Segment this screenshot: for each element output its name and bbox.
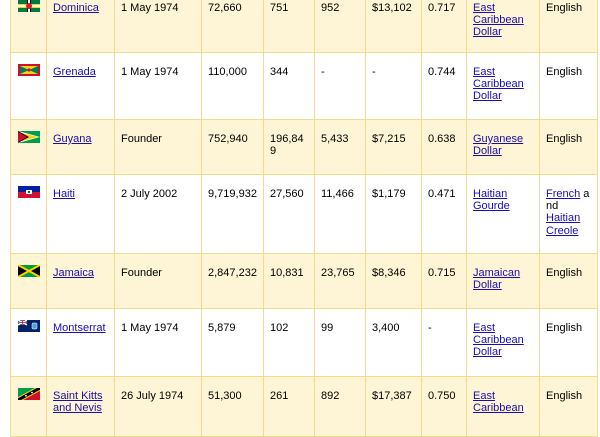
joined-cell: 1 May 1974 <box>114 0 202 53</box>
haiti-flag-icon <box>18 186 40 198</box>
language-link-haitian-creole[interactable]: Haitian Creole <box>546 212 581 237</box>
language-cell: French and Haitian Creole <box>539 174 598 254</box>
population-cell: 72,660 <box>201 0 264 53</box>
gdp-cell: 5,433 <box>314 119 366 175</box>
currency-link[interactable]: East Caribbean <box>473 390 524 415</box>
joined-cell: 26 July 1974 <box>114 376 202 437</box>
flag-cell <box>10 174 47 254</box>
currency-link[interactable]: East Caribbean Dollar <box>473 322 524 359</box>
gdp-cell: 23,765 <box>314 253 366 309</box>
table-row: Montserrat 1 May 1974 5,879 102 99 3,400… <box>10 308 598 377</box>
joined-cell: Founder <box>114 253 202 309</box>
gdp-cell: 99 <box>314 308 366 377</box>
country-link[interactable]: Jamaica <box>53 267 94 279</box>
saint-kitts-and-nevis-flag-icon <box>18 388 40 400</box>
hdi-cell: - <box>421 308 467 377</box>
gdp-per-capita-cell: $1,179 <box>365 174 422 254</box>
gdp-per-capita-cell: 3,400 <box>365 308 422 377</box>
population-cell: 2,847,232 <box>201 253 264 309</box>
table-row: Jamaica Founder 2,847,232 10,831 23,765 … <box>10 253 598 309</box>
language-cell: English <box>539 376 598 437</box>
joined-cell: Founder <box>114 119 202 175</box>
country-link[interactable]: Grenada <box>53 66 96 78</box>
area-cell: 102 <box>263 308 315 377</box>
language-cell: English <box>539 119 598 175</box>
gdp-cell: - <box>314 52 366 120</box>
joined-cell: 1 May 1974 <box>114 308 202 377</box>
guyana-flag-icon <box>18 131 40 143</box>
hdi-cell: 0.715 <box>421 253 467 309</box>
grenada-flag-icon <box>18 64 40 76</box>
table-row: Guyana Founder 752,940 196,849 5,433 $7,… <box>10 119 598 175</box>
country-link[interactable]: Dominica <box>53 2 99 14</box>
country-link[interactable]: Guyana <box>53 133 92 145</box>
language-cell: English <box>539 308 598 377</box>
gdp-per-capita-cell: $13,102 <box>365 0 422 53</box>
population-cell: 9,719,932 <box>201 174 264 254</box>
montserrat-flag-icon <box>18 320 40 332</box>
country-link[interactable]: Montserrat <box>53 322 106 334</box>
population-cell: 51,300 <box>201 376 264 437</box>
dominica-flag-icon <box>18 0 40 12</box>
jamaica-flag-icon <box>18 265 40 277</box>
area-cell: 27,560 <box>263 174 315 254</box>
table-row: Haiti 2 July 2002 9,719,932 27,560 11,46… <box>10 174 598 254</box>
member-states-table: Dominica 1 May 1974 72,660 751 952 $13,1… <box>10 0 598 437</box>
flag-cell <box>10 253 47 309</box>
currency-link[interactable]: Jamaican Dollar <box>473 267 521 292</box>
gdp-per-capita-cell: $8,346 <box>365 253 422 309</box>
country-link[interactable]: Haiti <box>53 188 76 200</box>
population-cell: 110,000 <box>201 52 264 120</box>
joined-cell: 2 July 2002 <box>114 174 202 254</box>
population-cell: 752,940 <box>201 119 264 175</box>
hdi-cell: 0.750 <box>421 376 467 437</box>
flag-cell <box>10 308 47 377</box>
area-cell: 10,831 <box>263 253 315 309</box>
language-cell: English <box>539 52 598 120</box>
area-cell: 344 <box>263 52 315 120</box>
currency-link[interactable]: East Caribbean Dollar <box>473 66 524 103</box>
gdp-cell: 892 <box>314 376 366 437</box>
gdp-per-capita-cell: $7,215 <box>365 119 422 175</box>
area-cell: 261 <box>263 376 315 437</box>
currency-link[interactable]: Guyanese Dollar <box>473 133 524 158</box>
flag-cell <box>10 52 47 120</box>
gdp-cell: 952 <box>314 0 366 53</box>
table-row: Saint Kitts and Nevis 26 July 1974 51,30… <box>10 376 598 437</box>
joined-cell: 1 May 1974 <box>114 52 202 120</box>
currency-link[interactable]: East Caribbean Dollar <box>473 2 524 39</box>
gdp-per-capita-cell: $17,387 <box>365 376 422 437</box>
population-cell: 5,879 <box>201 308 264 377</box>
language-conjunction: and <box>546 188 590 213</box>
hdi-cell: 0.744 <box>421 52 467 120</box>
language-cell: English <box>539 0 598 53</box>
hdi-cell: 0.471 <box>421 174 467 254</box>
table-row: Grenada 1 May 1974 110,000 344 - - 0.744… <box>10 52 598 120</box>
language-cell: English <box>539 253 598 309</box>
gdp-per-capita-cell: - <box>365 52 422 120</box>
area-cell: 751 <box>263 0 315 53</box>
flag-cell <box>10 376 47 437</box>
flag-cell <box>10 0 47 53</box>
country-link[interactable]: Saint Kitts and Nevis <box>53 390 103 415</box>
language-link-french[interactable]: French <box>546 188 581 200</box>
currency-link[interactable]: Haitian Gourde <box>473 188 510 213</box>
table-row: Dominica 1 May 1974 72,660 751 952 $13,1… <box>10 0 598 53</box>
area-cell: 196,849 <box>263 119 315 175</box>
hdi-cell: 0.717 <box>421 0 467 53</box>
flag-cell <box>10 119 47 175</box>
hdi-cell: 0.638 <box>421 119 467 175</box>
gdp-cell: 11,466 <box>314 174 366 254</box>
